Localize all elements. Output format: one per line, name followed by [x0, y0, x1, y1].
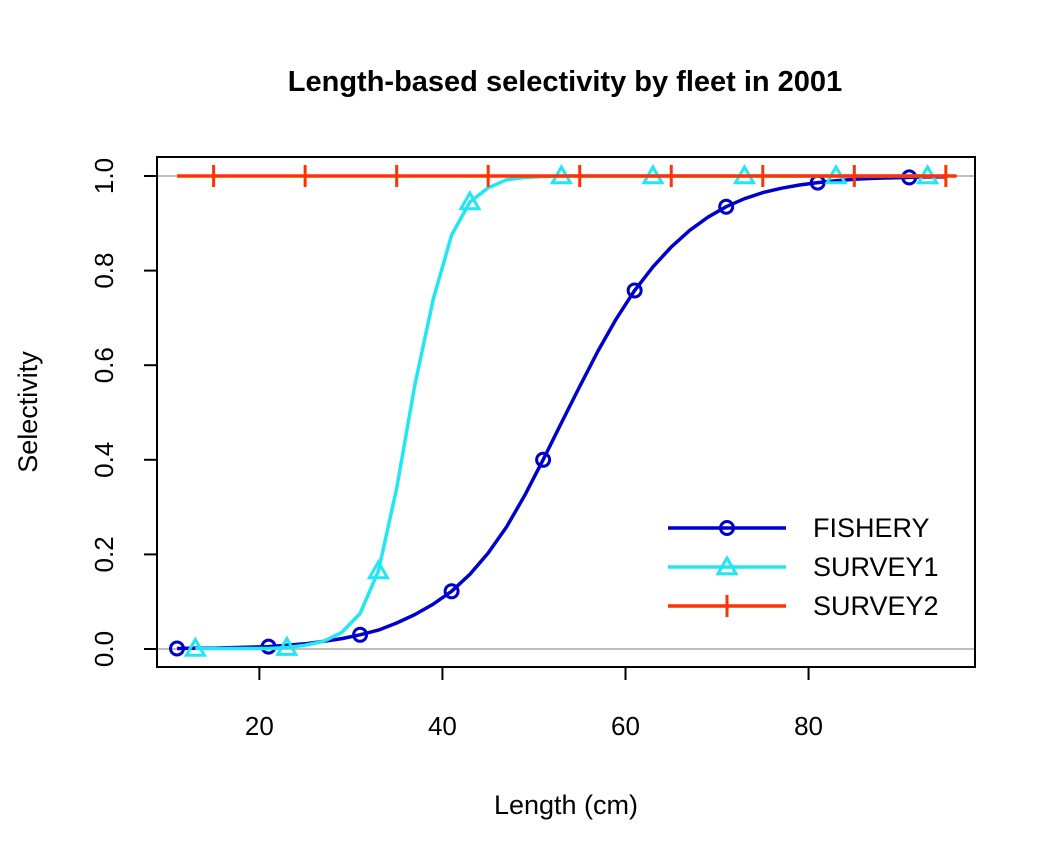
y-tick-label: 0.4 [89, 442, 119, 478]
legend-item-fishery: FISHERY [668, 513, 930, 543]
data-point [443, 583, 460, 600]
x-axis-label: Length (cm) [494, 790, 638, 820]
data-point [715, 554, 739, 576]
series-survey2 [177, 165, 957, 187]
data-point [934, 165, 957, 187]
x-axis: 20 40 60 80 [245, 666, 823, 741]
data-point [202, 165, 225, 187]
x-tick-label: 40 [428, 711, 457, 741]
data-point [477, 165, 500, 187]
data-point [366, 558, 390, 580]
data-point [535, 451, 552, 468]
data-point [751, 165, 774, 187]
legend-label: FISHERY [813, 513, 930, 543]
x-tick-label: 60 [611, 711, 640, 741]
data-point [660, 165, 683, 187]
data-point [352, 626, 369, 643]
data-point [843, 165, 866, 187]
chart-title: Length-based selectivity by fleet in 200… [288, 66, 842, 98]
data-point [275, 635, 299, 656]
series-layer [169, 163, 957, 657]
legend-label: SURVEY1 [813, 552, 939, 582]
y-tick-label: 0.2 [89, 536, 119, 572]
data-point [718, 198, 735, 215]
legend: FISHERY SURVEY1 SURVEY2 [668, 513, 939, 621]
data-point [716, 595, 738, 617]
x-tick-label: 20 [245, 711, 274, 741]
data-point [626, 282, 643, 299]
y-axis: 0.0 0.2 0.4 0.6 0.8 1.0 [89, 158, 158, 667]
data-point [568, 165, 591, 187]
data-point [183, 636, 207, 657]
x-tick-label: 80 [794, 711, 823, 741]
data-point [458, 189, 482, 211]
series-fishery [169, 169, 946, 657]
legend-item-survey2: SURVEY2 [668, 591, 939, 621]
data-point [385, 165, 408, 187]
data-point [719, 520, 735, 536]
y-tick-label: 0.8 [89, 253, 119, 289]
legend-item-survey1: SURVEY1 [668, 552, 939, 582]
y-axis-label: Selectivity [13, 351, 43, 473]
legend-label: SURVEY2 [813, 591, 939, 621]
y-tick-label: 0.0 [89, 631, 119, 667]
data-point [169, 640, 185, 657]
y-tick-label: 1.0 [89, 158, 119, 194]
data-point [294, 165, 317, 187]
y-tick-label: 0.6 [89, 347, 119, 383]
